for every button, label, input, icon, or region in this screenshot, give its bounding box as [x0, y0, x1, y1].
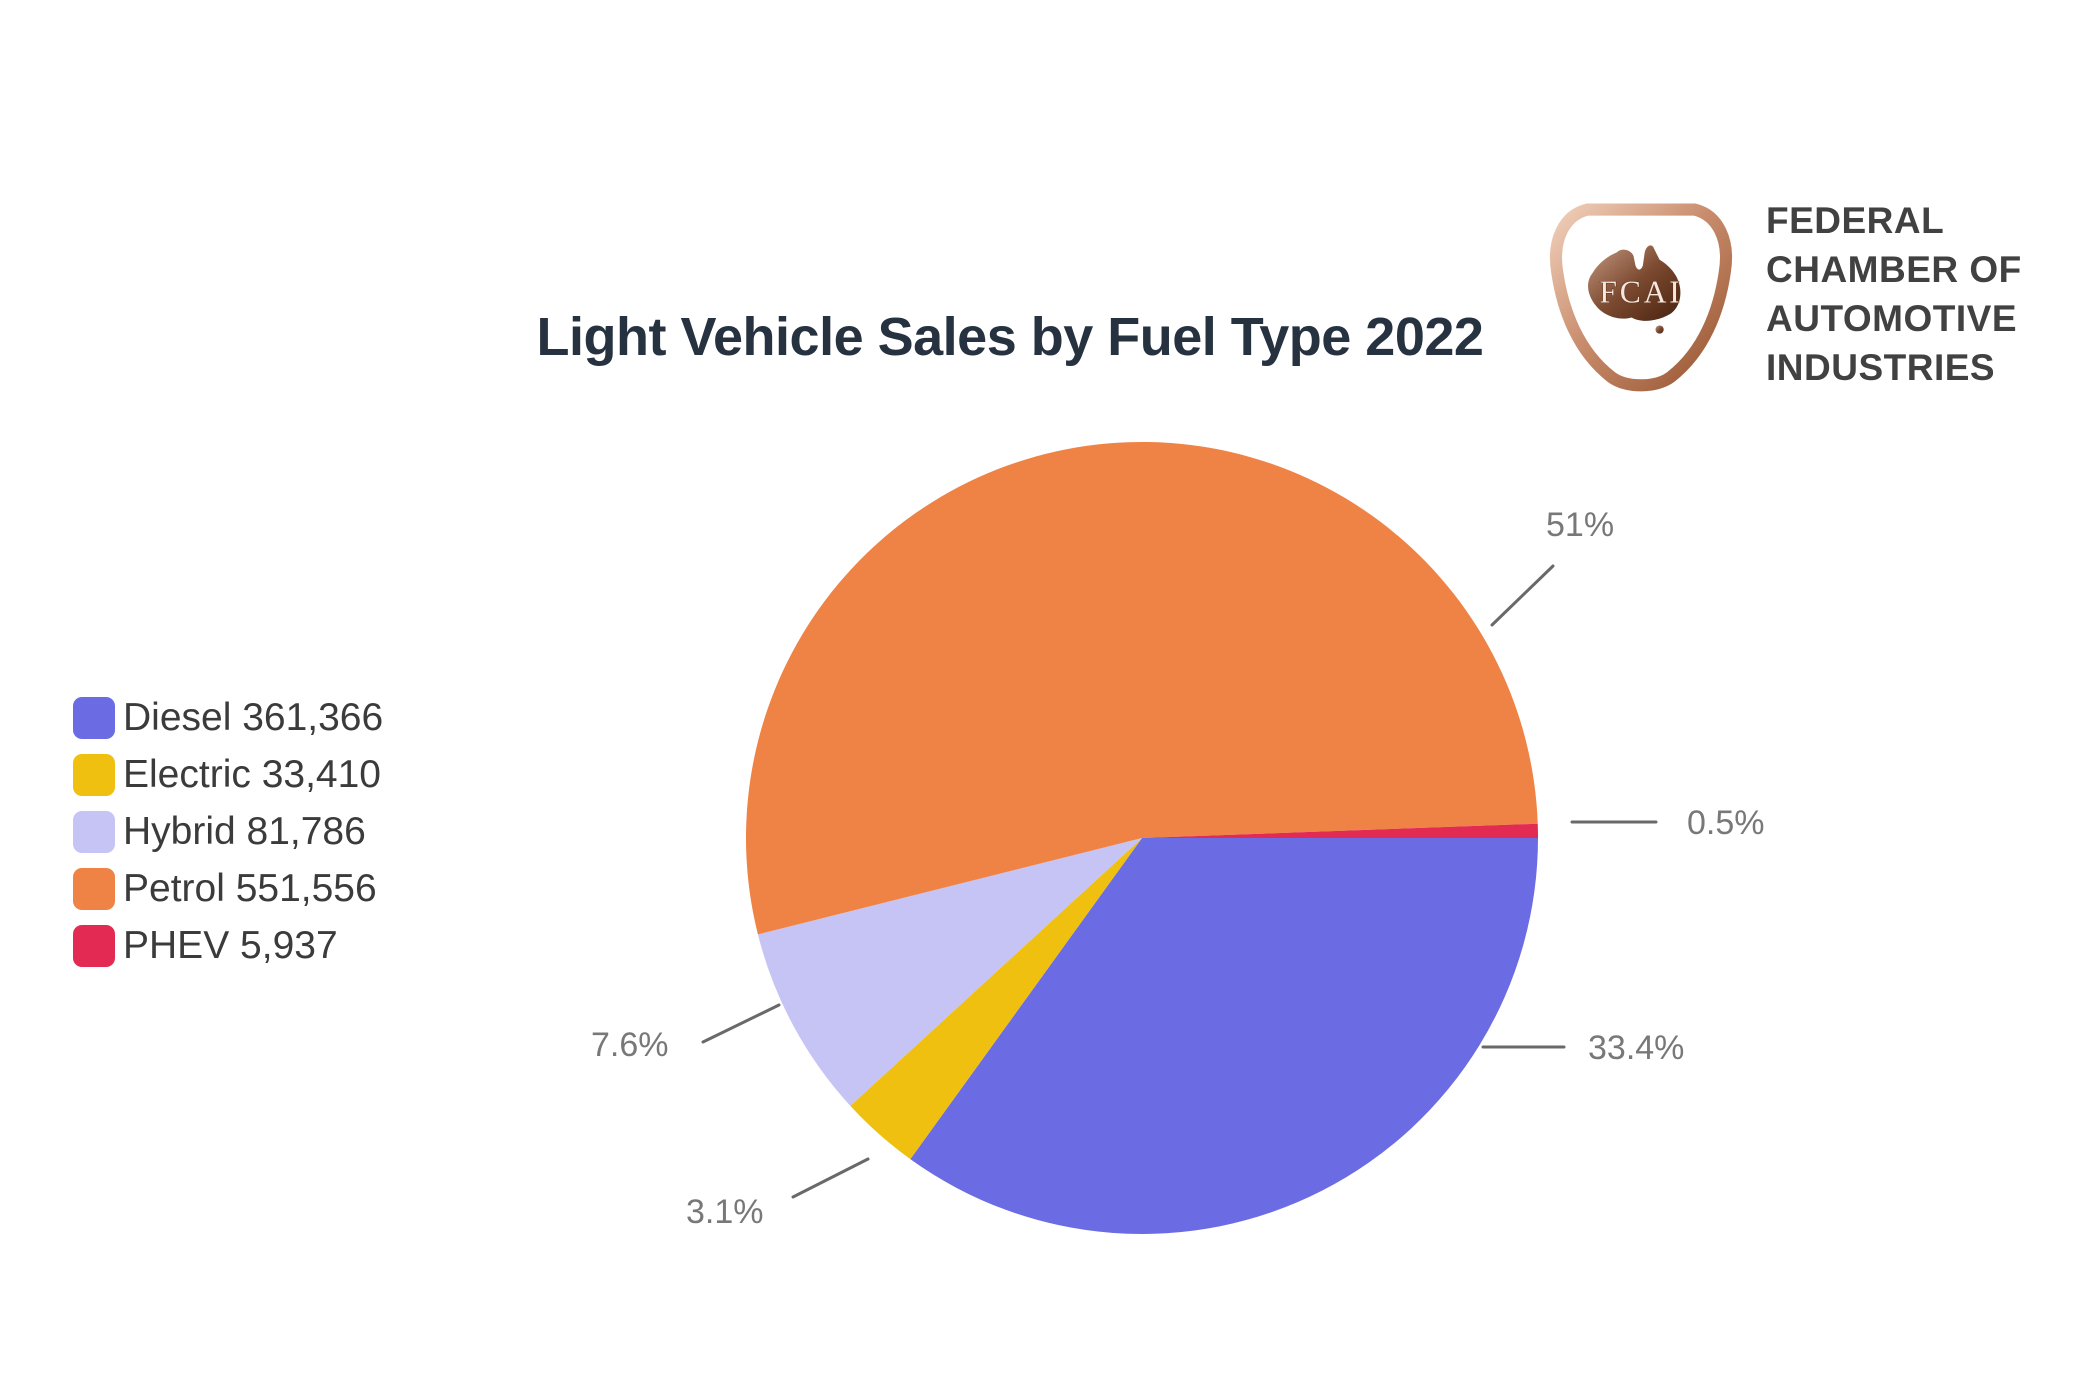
chart-title: Light Vehicle Sales by Fuel Type 2022 — [536, 307, 1484, 367]
percent-label-electric: 3.1% — [686, 1193, 764, 1231]
org-name-line-2: CHAMBER OF — [1766, 249, 2022, 290]
pie-slice-petrol[interactable] — [745, 441, 1538, 935]
fcai-monogram: FCAI — [1599, 275, 1682, 310]
org-name: FEDERAL CHAMBER OF AUTOMOTIVE INDUSTRIES — [1766, 196, 2096, 392]
legend-item-phev[interactable]: PHEV 5,937 — [73, 924, 383, 967]
pie-slice-electric[interactable] — [850, 838, 1142, 1160]
fcai-logo-badge: FCAI — [1550, 203, 1732, 392]
legend-swatch-phev — [73, 925, 115, 967]
pie-slice-hybrid[interactable] — [757, 838, 1142, 1106]
percent-label-hybrid: 7.6% — [591, 1026, 669, 1064]
org-name-line-1: FEDERAL — [1766, 200, 1945, 241]
legend: Diesel 361,366 Electric 33,410 Hybrid 81,7… — [73, 696, 384, 982]
leader-line-hybrid — [701, 1003, 781, 1044]
percent-label-petrol: 51% — [1546, 506, 1615, 544]
legend-swatch-diesel — [73, 697, 115, 739]
legend-label-diesel: Diesel 361,366 — [123, 696, 384, 739]
legend-label-phev: PHEV 5,937 — [123, 924, 338, 967]
legend-label-electric: Electric 33,410 — [123, 753, 381, 796]
legend-item-petrol[interactable]: Petrol 551,556 — [73, 867, 383, 910]
percent-label-phev: 0.5% — [1687, 804, 1765, 842]
leader-line-electric — [791, 1157, 870, 1199]
legend-swatch-electric — [73, 754, 115, 796]
percent-label-diesel: 33.4% — [1588, 1029, 1685, 1067]
pie-slices — [745, 441, 1538, 1234]
tasmania-dot — [1655, 325, 1664, 334]
pie-slice-phev[interactable] — [1142, 823, 1538, 838]
pie-slice-diesel[interactable] — [910, 838, 1538, 1234]
legend-swatch-hybrid — [73, 811, 115, 853]
australia-map-icon — [1588, 245, 1681, 321]
leader-lines — [701, 564, 1658, 1199]
legend-item-hybrid[interactable]: Hybrid 81,786 — [73, 810, 383, 853]
legend-label-petrol: Petrol 551,556 — [123, 867, 377, 910]
legend-item-diesel[interactable]: Diesel 361,366 — [73, 696, 384, 739]
org-name-line-4: INDUSTRIES — [1766, 347, 1996, 388]
legend-item-electric[interactable]: Electric 33,410 — [73, 753, 383, 796]
org-name-line-3: AUTOMOTIVE — [1766, 298, 2017, 339]
legend-swatch-petrol — [73, 868, 115, 910]
legend-label-hybrid: Hybrid 81,786 — [123, 810, 366, 853]
leader-line-petrol — [1490, 564, 1555, 627]
